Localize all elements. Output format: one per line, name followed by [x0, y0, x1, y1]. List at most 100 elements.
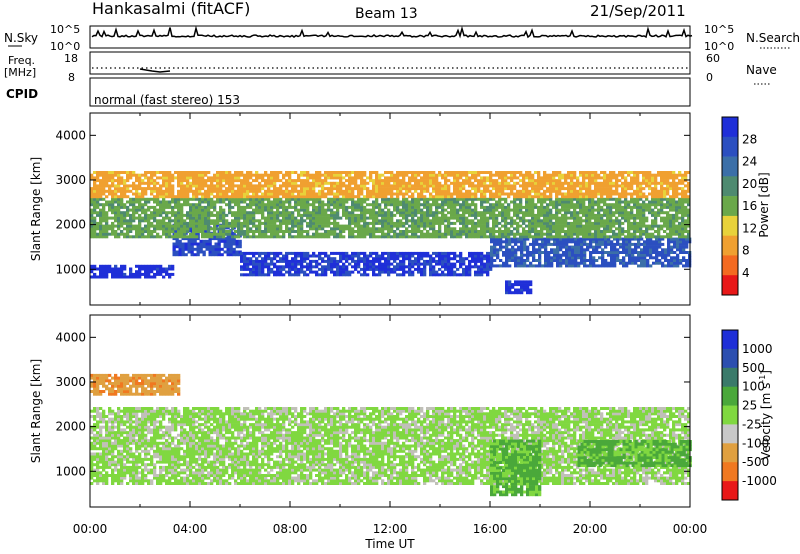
- data-cell: [429, 197, 433, 201]
- data-cell: [333, 219, 337, 223]
- data-cell: [612, 232, 616, 236]
- data-cell: [198, 227, 202, 231]
- data-cell: [243, 251, 247, 255]
- data-cell: [486, 221, 490, 225]
- data-cell: [673, 264, 677, 268]
- data-cell: [201, 219, 205, 223]
- data-cell: [102, 216, 106, 220]
- data-cell: [649, 242, 653, 246]
- data-cell: [117, 267, 121, 271]
- data-cell: [96, 275, 100, 279]
- data-cell: [198, 205, 202, 209]
- data-cell: [309, 173, 313, 177]
- data-cell: [111, 275, 115, 279]
- data-cell: [627, 235, 631, 239]
- data-cell: [234, 173, 238, 177]
- data-cell: [165, 200, 169, 204]
- data-cell: [426, 187, 430, 191]
- data-cell: [120, 200, 124, 204]
- data-cell: [190, 247, 194, 251]
- data-cell: [327, 265, 331, 269]
- data-cell: [580, 251, 584, 254]
- data-cell: [522, 232, 526, 236]
- data-cell: [402, 195, 406, 199]
- data-cell: [220, 247, 224, 251]
- data-cell: [193, 239, 197, 243]
- data-cell: [423, 195, 427, 199]
- data-cell: [132, 272, 136, 276]
- data-cell: [246, 213, 250, 217]
- data-cell: [592, 245, 596, 249]
- data-cell: [366, 262, 370, 266]
- data-cell: [501, 211, 505, 215]
- data-cell: [375, 211, 379, 215]
- data-cell: [594, 230, 598, 233]
- data-cell: [297, 211, 301, 215]
- data-cell: [582, 208, 586, 212]
- data-cell: [414, 189, 418, 193]
- data-cell: [276, 267, 280, 271]
- data-cell: [363, 205, 367, 209]
- data-cell: [667, 259, 671, 262]
- data-cell: [583, 253, 587, 257]
- data-cell: [144, 192, 148, 196]
- data-cell: [273, 171, 277, 174]
- data-cell: [504, 219, 508, 223]
- data-cell: [426, 181, 430, 185]
- data-cell: [513, 208, 517, 212]
- data-cell: [159, 270, 163, 274]
- data-cell: [453, 221, 457, 225]
- data-cell: [532, 240, 536, 244]
- data-cell: [363, 197, 367, 201]
- data-cell: [606, 224, 610, 228]
- data-cell: [483, 257, 487, 261]
- data-cell: [528, 221, 532, 225]
- data-cell: [603, 211, 607, 215]
- data-cell: [529, 291, 533, 295]
- data-cell: [357, 213, 361, 217]
- data-cell: [190, 239, 194, 243]
- data-cell: [670, 240, 674, 244]
- data-cell: [297, 192, 301, 196]
- data-cell: [360, 192, 364, 196]
- data-cell: [196, 245, 200, 249]
- data-cell: [114, 211, 118, 215]
- data-cell: [378, 254, 382, 258]
- data-cell: [111, 179, 115, 183]
- data-cell: [180, 211, 184, 215]
- data-cell: [210, 219, 214, 223]
- data-cell: [348, 227, 352, 231]
- data-cell: [213, 221, 217, 225]
- data-cell: [138, 200, 142, 204]
- data-cell: [504, 216, 508, 220]
- data-cell: [219, 184, 223, 188]
- data-cell: [99, 208, 103, 212]
- data-cell: [507, 235, 511, 239]
- data-cell: [486, 273, 490, 277]
- data-cell: [426, 203, 430, 207]
- data-cell: [450, 221, 454, 225]
- data-cell: [670, 251, 674, 254]
- data-cell: [267, 235, 271, 239]
- data-cell: [633, 197, 637, 201]
- data-cell: [496, 248, 500, 252]
- data-cell: [652, 251, 656, 254]
- data-cell: [303, 200, 307, 204]
- data-cell: [456, 259, 460, 263]
- data-cell: [517, 248, 521, 252]
- data-cell: [586, 248, 590, 252]
- data-cell: [201, 187, 205, 191]
- data-cell: [621, 205, 625, 209]
- data-cell: [249, 267, 253, 271]
- data-cell: [285, 213, 289, 217]
- data-cell: [498, 221, 502, 225]
- data-cell: [264, 254, 268, 258]
- data-cell: [309, 195, 313, 199]
- data-cell: [199, 247, 203, 251]
- data-cell: [543, 219, 547, 223]
- data-cell: [177, 203, 181, 207]
- data-cell: [168, 235, 172, 239]
- data-cell: [165, 232, 169, 236]
- data-cell: [207, 189, 211, 193]
- data-cell: [615, 200, 619, 204]
